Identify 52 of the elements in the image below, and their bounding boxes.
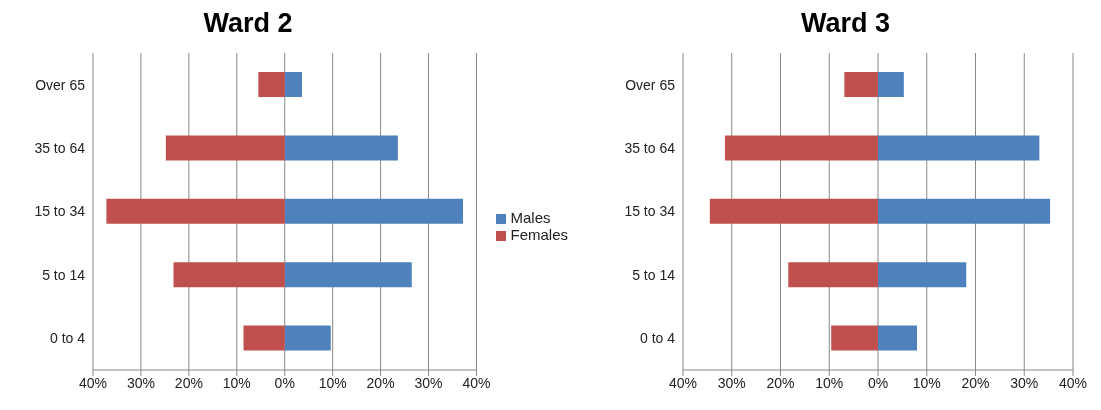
y-tick-label: 15 to 34 <box>34 203 86 220</box>
y-tick-label: Over 65 <box>625 76 676 93</box>
x-tick-label: 20% <box>766 374 795 391</box>
bar <box>878 325 917 351</box>
x-tick-label: 0% <box>274 374 295 391</box>
bar <box>878 72 904 98</box>
chart-title: Ward 3 <box>800 8 891 40</box>
bar <box>284 325 331 351</box>
legend-label: Males <box>510 208 551 226</box>
x-tick-label: 0% <box>867 374 889 391</box>
bar <box>284 262 412 288</box>
bar <box>844 72 878 98</box>
x-tick-label: 20% <box>174 374 203 391</box>
chart-title: Ward 2 <box>202 8 294 40</box>
y-tick-label: 35 to 64 <box>34 140 86 157</box>
bar <box>878 198 1051 224</box>
bar <box>243 325 285 351</box>
x-tick-label: 40% <box>1058 374 1088 391</box>
y-tick-label: Over 65 <box>35 76 86 93</box>
x-tick-label: 40% <box>78 374 108 391</box>
y-tick-label: 0 to 4 <box>49 330 86 347</box>
x-tick-label: 20% <box>366 374 395 391</box>
bar <box>878 262 967 288</box>
bar <box>284 72 302 98</box>
bar <box>709 198 878 224</box>
bar <box>831 325 878 351</box>
bar <box>173 262 285 288</box>
bar <box>878 135 1040 161</box>
y-tick-label: 5 to 14 <box>632 266 676 283</box>
y-tick-label: 15 to 34 <box>624 203 676 220</box>
bar <box>284 135 398 161</box>
y-tick-label: 5 to 14 <box>42 266 86 283</box>
x-tick-label: 30% <box>717 374 746 391</box>
bar <box>284 198 464 224</box>
x-tick-label: 30% <box>414 374 443 391</box>
bar <box>165 135 285 161</box>
bar <box>724 135 878 161</box>
bar <box>106 198 285 224</box>
x-tick-label: 10% <box>815 374 844 391</box>
x-tick-label: 30% <box>126 374 155 391</box>
legend-label: Females <box>510 225 568 243</box>
x-tick-label: 10% <box>222 374 251 391</box>
x-tick-label: 20% <box>961 374 990 391</box>
bar <box>788 262 878 288</box>
x-tick-label: 30% <box>1010 374 1039 391</box>
y-tick-label: 35 to 64 <box>624 140 676 157</box>
x-tick-label: 40% <box>462 374 491 391</box>
bar <box>258 72 285 98</box>
x-tick-label: 10% <box>912 374 941 391</box>
x-tick-label: 40% <box>668 374 698 391</box>
x-tick-label: 10% <box>318 374 347 391</box>
y-tick-label: 0 to 4 <box>639 330 676 347</box>
